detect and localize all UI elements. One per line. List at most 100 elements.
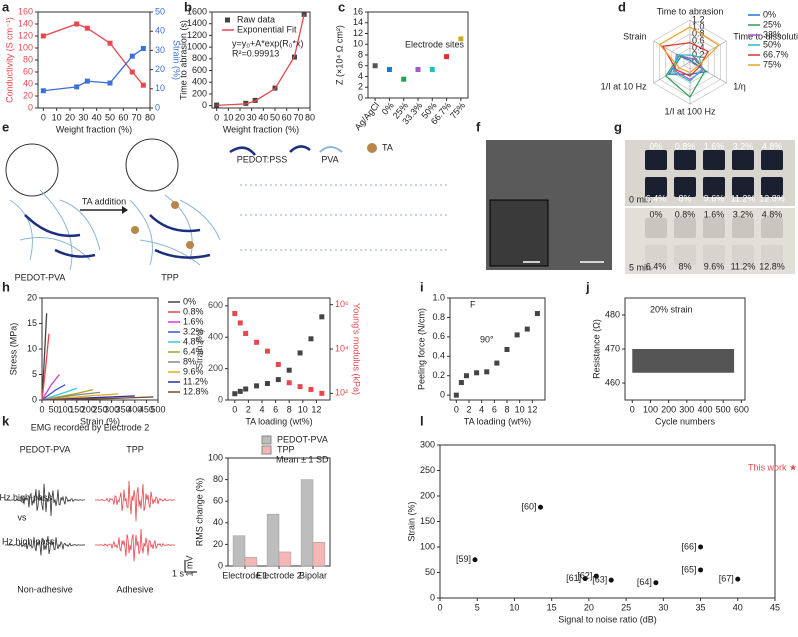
- point: [415, 67, 421, 73]
- r-tick-label: 1.0: [692, 21, 705, 31]
- x-tick-label: 300: [679, 404, 694, 414]
- annotation: y=y₀+A*exp(R₀*x): [232, 38, 304, 48]
- schematic-label: PVA: [321, 154, 338, 164]
- schematic-e: [5, 138, 450, 271]
- point: [453, 392, 459, 398]
- point: [698, 567, 704, 573]
- y-tick-label: 300: [420, 439, 435, 449]
- plot-frame: [227, 297, 331, 401]
- line: [41, 333, 50, 401]
- y2-tick-label: 10²: [335, 388, 348, 398]
- legend-label: 0.8%: [183, 306, 204, 316]
- emg-label: 1 s: [172, 568, 185, 578]
- point: [524, 326, 530, 332]
- line: [41, 393, 119, 401]
- legend-label: 75%: [763, 59, 781, 69]
- point: [401, 76, 407, 82]
- point: [232, 391, 238, 397]
- point: [308, 336, 314, 342]
- point: [582, 576, 588, 582]
- point: [264, 348, 270, 354]
- point: [319, 314, 325, 320]
- y-tick-label: 100: [420, 541, 435, 551]
- x-tick-label: 0: [41, 112, 46, 122]
- y-tick-label: 0: [440, 390, 445, 400]
- point: [140, 45, 146, 51]
- axis-label: 1/I at 100 Hz: [664, 106, 716, 116]
- emg-trace: [4, 483, 86, 516]
- y-tick-label: 200: [192, 88, 207, 98]
- point: [653, 580, 659, 586]
- point-label: [59]: [456, 554, 471, 564]
- axis-label: Time to abrasion: [657, 6, 724, 16]
- legend-label: 6.4%: [183, 346, 204, 356]
- bar: [266, 513, 280, 567]
- x-tick-label: 250: [92, 404, 107, 414]
- sample: [674, 218, 696, 238]
- point-label: [63]: [592, 575, 607, 585]
- x-tick-label: 35: [696, 602, 706, 612]
- x-tick-label: 500: [716, 404, 731, 414]
- x-tick-label: 75%: [448, 100, 467, 120]
- schematic-label: PEDOT-PVA: [15, 272, 66, 282]
- y-tick-label: 40: [213, 517, 223, 527]
- panel-letter: f: [476, 119, 481, 134]
- x-tick-label: 20: [584, 602, 594, 612]
- point: [372, 63, 378, 69]
- panel-letter: e: [2, 119, 9, 134]
- zoom-circle: [5, 143, 59, 197]
- radar-series: [658, 26, 720, 74]
- sample-label: 11.2%: [731, 193, 756, 203]
- x-tick-label: 12: [527, 404, 537, 414]
- x-tick-label: 4: [479, 404, 484, 414]
- x-tick-label: 450: [139, 404, 154, 414]
- point: [74, 21, 80, 27]
- legend-glyph: [367, 143, 377, 153]
- legend-label: PEDOT-PVA: [277, 434, 328, 444]
- y-tick-label: 100: [18, 42, 33, 52]
- axis-label: Strain: [623, 31, 647, 41]
- schematic-label: PEDOT:PSS: [237, 154, 288, 164]
- plot-frame: [41, 297, 159, 401]
- x-tick-label: 2: [466, 404, 471, 414]
- plot-frame: [367, 11, 469, 99]
- x-tick-label: 10: [52, 112, 62, 122]
- sample: [703, 245, 725, 265]
- x-tick-label: 70: [293, 112, 303, 122]
- x-tick-label: 15: [547, 602, 557, 612]
- y-tick-label: 0: [28, 102, 33, 112]
- legend-label: 4.8%: [183, 336, 204, 346]
- y-tick-label: 40: [23, 78, 33, 88]
- x-tick-label: 30: [658, 602, 668, 612]
- y-tick-label: 0: [218, 560, 223, 570]
- panel-letter: k: [2, 413, 10, 428]
- r-tick-label: 0.8: [692, 28, 705, 38]
- emg-label: 1 mV: [184, 555, 194, 576]
- x-tick-label: 10: [298, 404, 308, 414]
- point: [514, 332, 520, 338]
- point-label: [65]: [682, 564, 697, 574]
- sample-label: 3.2%: [733, 141, 754, 151]
- x-axis-label: Weight fraction (%): [56, 124, 132, 134]
- legend-label: 66.7%: [763, 49, 789, 59]
- radar-series: [664, 55, 706, 98]
- y2-axis-label: Strain (%): [172, 40, 182, 80]
- point: [735, 576, 741, 582]
- point: [474, 370, 480, 376]
- point: [264, 381, 270, 387]
- line: [43, 47, 144, 92]
- sample: [732, 218, 754, 238]
- radar-series: [674, 53, 705, 81]
- y-tick-label: 460: [605, 377, 620, 387]
- y-tick-label: 16: [353, 6, 363, 16]
- emg-label: Non-adhesive: [17, 584, 73, 594]
- sem-inset: [489, 199, 549, 267]
- point: [107, 80, 113, 86]
- x-tick-label: 60: [118, 112, 128, 122]
- sample: [703, 218, 725, 238]
- point: [472, 557, 478, 563]
- time-label: 5 min: [629, 262, 651, 272]
- y2-tick-label: 50: [155, 6, 165, 16]
- y-tick-label: 1400: [187, 18, 207, 28]
- point: [534, 311, 540, 317]
